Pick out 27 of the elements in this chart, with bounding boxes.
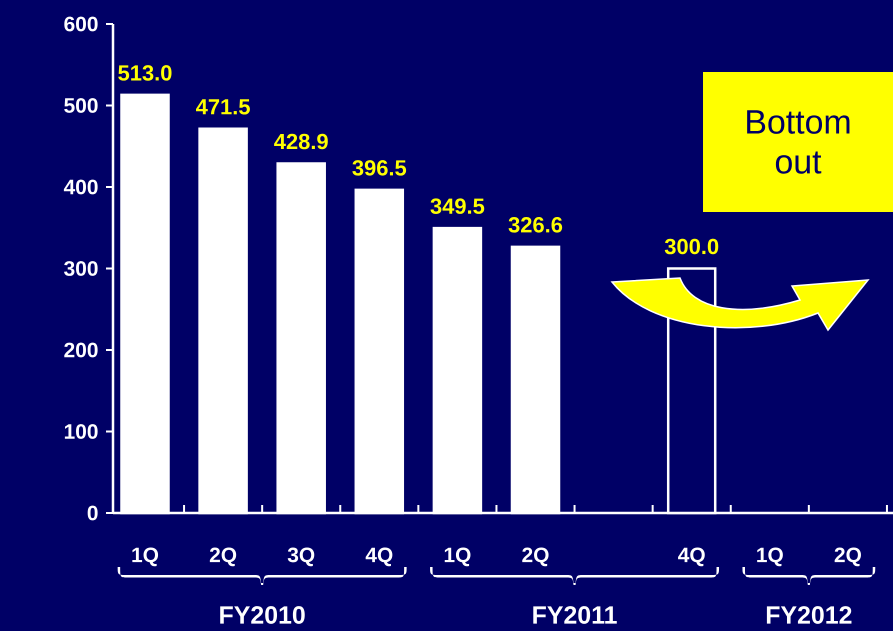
data-label: 300.0 xyxy=(664,238,718,254)
y-tick-label: 600 xyxy=(64,16,98,32)
data-label: 471.5 xyxy=(196,99,250,115)
annotation: Bottom out xyxy=(747,110,850,174)
x-tick-label: 2Q xyxy=(834,548,861,566)
data-label: 326.6 xyxy=(508,217,562,233)
x-tick-label: 2Q xyxy=(210,548,236,566)
x-tick-label: 1Q xyxy=(444,548,470,566)
y-tick-label: 200 xyxy=(64,342,98,358)
text: FY2010 xyxy=(220,606,305,624)
x-tick-label: 1Q xyxy=(132,548,158,566)
x-tick-label: 4Q xyxy=(678,548,705,566)
x-tick-label: 4Q xyxy=(366,548,392,566)
y-tick-label: 100 xyxy=(64,424,98,439)
x-tick-label: 3Q xyxy=(288,548,314,566)
y-tick-label: 500 xyxy=(64,98,98,113)
data-label: 349.5 xyxy=(430,198,484,214)
text: FY2011 xyxy=(533,606,617,624)
data-label: 513.0 xyxy=(118,65,172,81)
x-tick-label: 2Q xyxy=(522,548,549,566)
y-tick-label: 300 xyxy=(64,261,98,276)
data-label: 396.5 xyxy=(352,160,406,176)
x-tick-label: 1Q xyxy=(757,548,783,566)
y-tick-label: 0 xyxy=(88,506,98,520)
data-label: 428.9 xyxy=(274,134,328,150)
text: FY2012 xyxy=(766,606,852,624)
y-tick-label: 400 xyxy=(64,180,98,194)
